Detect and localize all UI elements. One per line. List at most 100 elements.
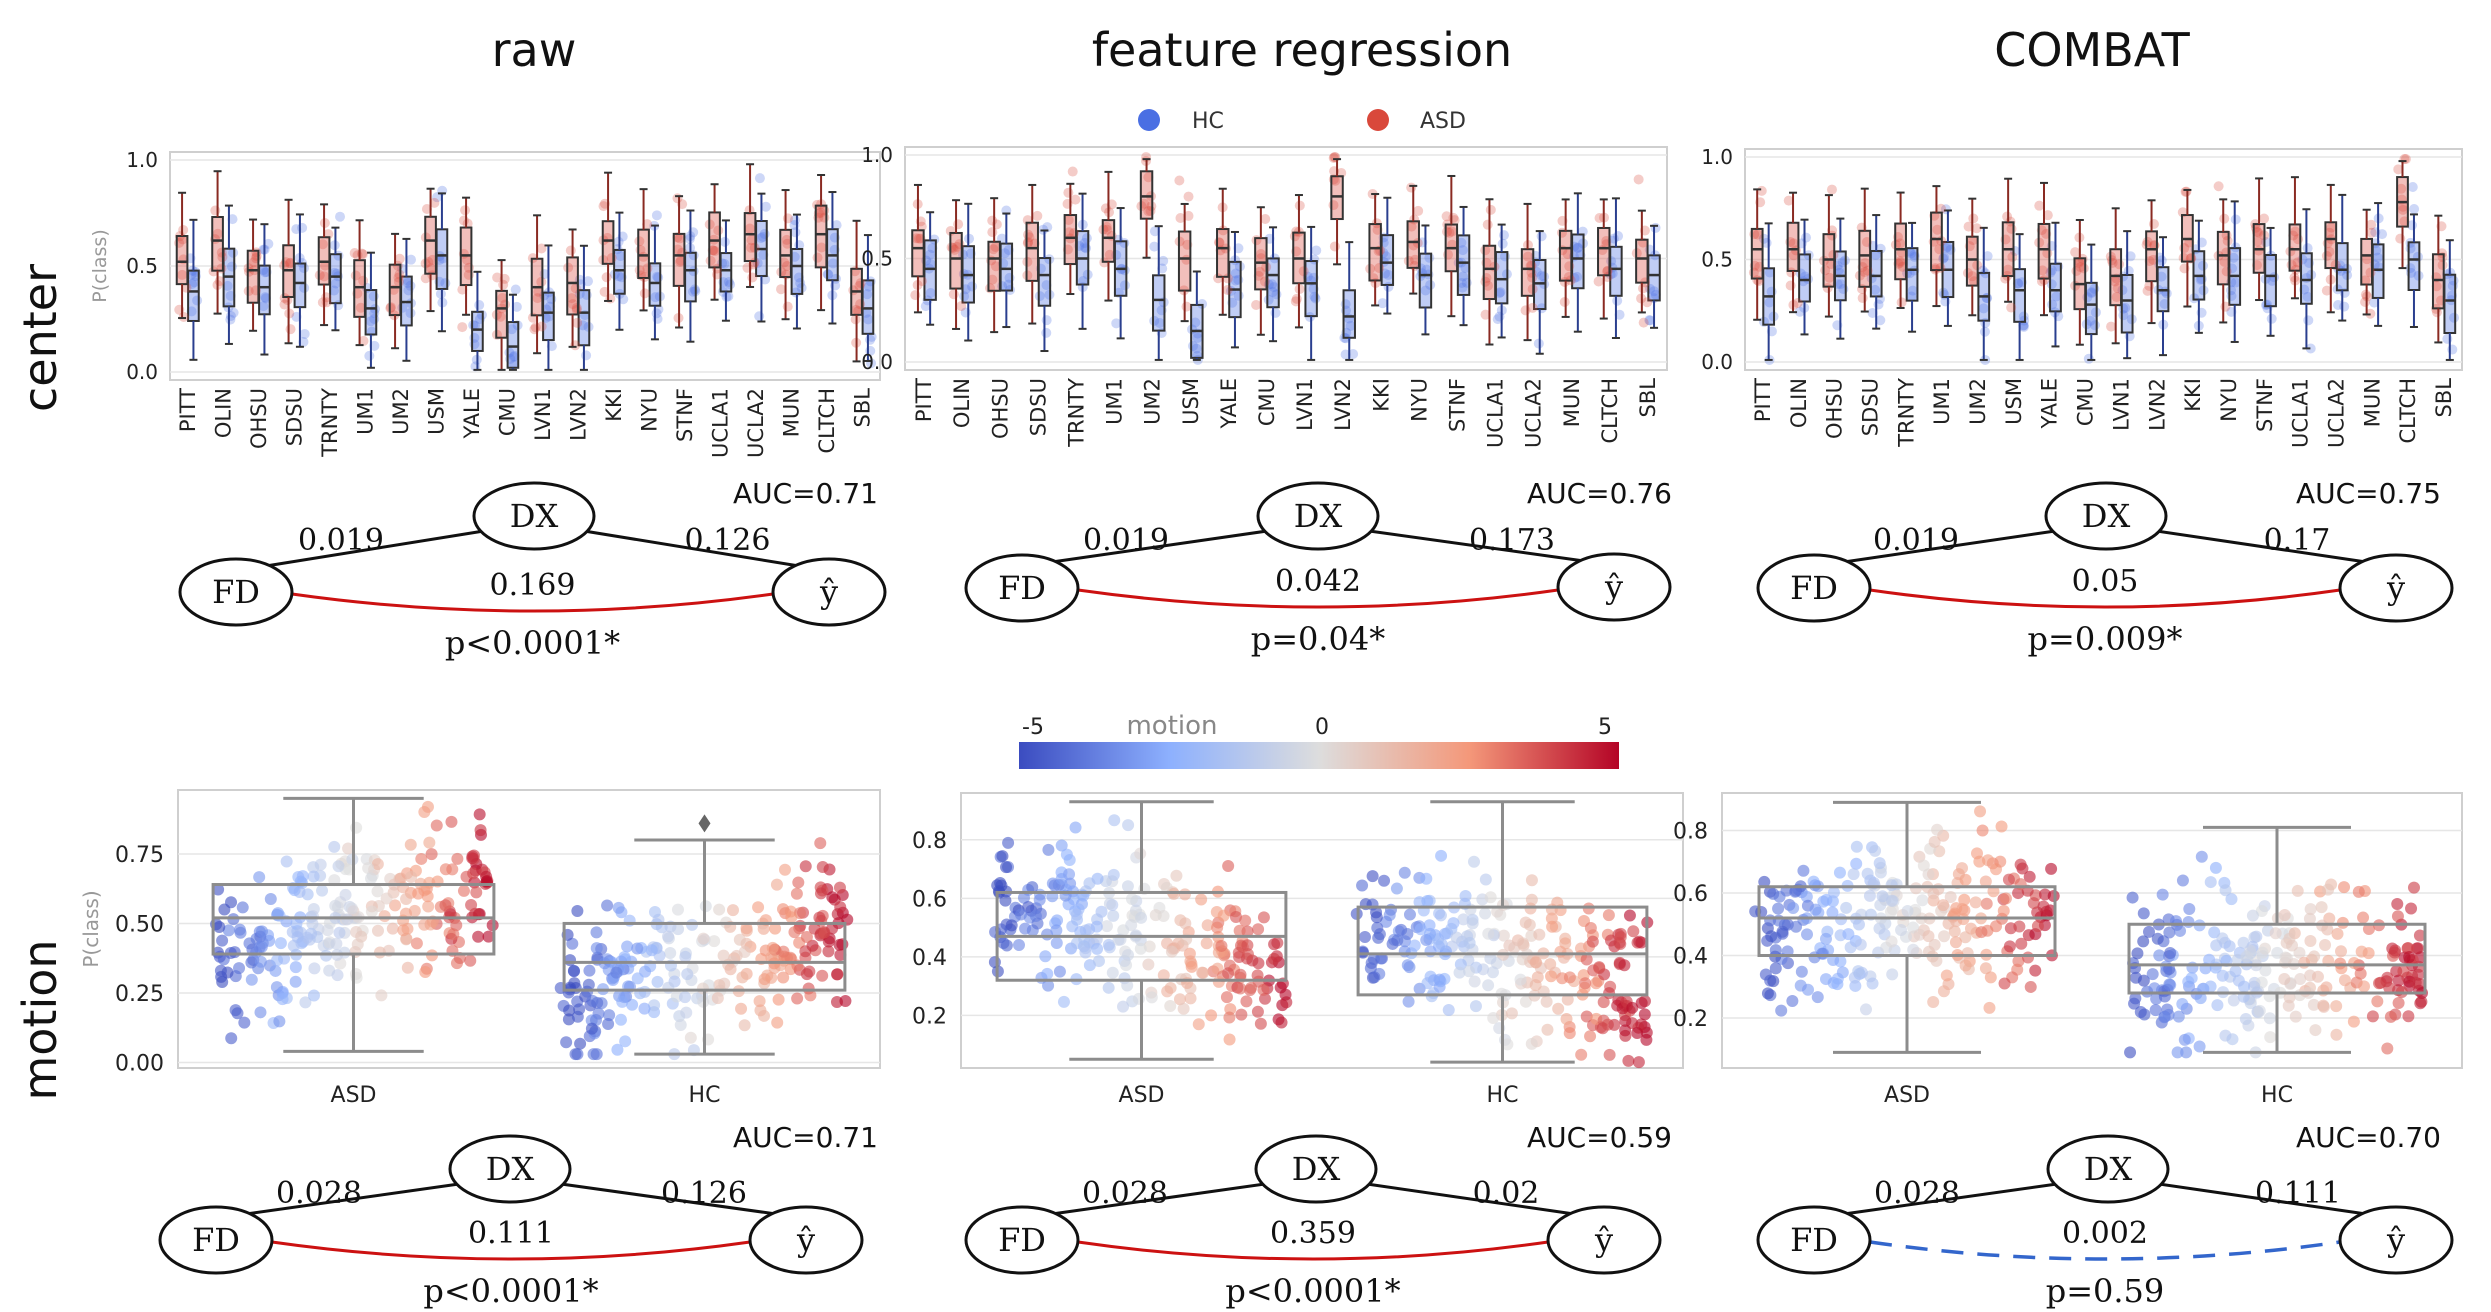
box [1750,227,1764,280]
data-point [410,937,423,950]
data-point [815,207,826,218]
data-point [1254,266,1265,277]
box [2300,252,2313,305]
data-point [861,307,872,318]
data-point [1060,848,1073,861]
data-point [2355,945,2368,958]
data-point [225,896,238,909]
data-point [2348,957,2361,970]
box [542,291,555,342]
data-point [638,1002,651,1015]
edge-fd-yhat [271,1240,751,1261]
node-label: FD [1790,1221,1838,1259]
box [435,228,449,290]
data-point [2014,858,2027,871]
data-point [2311,970,2324,983]
data-point [619,1035,632,1048]
data-point [2137,935,2150,948]
data-point [279,293,290,304]
data-point [1291,293,1302,304]
data-point [1235,1008,1248,1021]
box [1635,238,1649,284]
x-tick-label: MUN [779,388,803,437]
x-tick-label: UCLA1 [708,388,732,458]
data-point [2073,257,2084,268]
data-point [916,221,927,232]
edge-fd-dx [1051,528,1275,564]
data-point [2015,937,2028,950]
y-tick-label: 0.5 [126,254,158,278]
data-point [1239,914,1252,927]
data-point [269,964,282,977]
data-point [1420,872,1433,885]
data-point [2320,981,2333,994]
edge-weight-fd-dx: 0.028 [1082,1176,1168,1211]
data-point [1850,857,1863,870]
data-point [330,278,341,289]
data-point [1453,966,1466,979]
data-point [1256,253,1267,264]
data-point [1867,307,1878,318]
data-point [757,231,768,242]
data-point [457,322,468,333]
box [2407,241,2421,291]
data-point [1217,909,1230,922]
data-point [2384,1010,2397,1023]
data-point [650,292,661,303]
data-point [532,293,543,304]
edge-fd-yhat [291,592,774,613]
data-point [536,243,547,254]
data-point [586,994,599,1007]
data-point [1197,966,1210,979]
data-point [2209,861,2222,874]
box [2443,273,2457,335]
data-point [371,858,384,871]
data-point [1482,979,1495,992]
data-point [1788,250,1799,261]
data-point [583,964,596,977]
data-point [467,867,480,880]
data-point [299,996,312,1009]
x-tick-label: UCLA1 [2289,378,2313,448]
x-tick-label: LVN2 [1331,378,1355,431]
data-point [1102,981,1115,994]
data-point [560,1036,573,1049]
data-point [1795,965,1808,978]
x-tick-label: UCLA2 [744,388,768,458]
data-point [642,263,653,274]
data-point [1539,271,1550,282]
data-point [1033,893,1046,906]
box [1894,222,1907,281]
x-tick-label: OLIN [1787,378,1811,428]
data-point [321,924,334,937]
data-point [1640,1033,1653,1046]
data-point [1785,280,1796,291]
data-point [1220,991,1233,1004]
data-point [1408,939,1421,952]
box [506,321,520,369]
data-point [2371,995,2384,1008]
x-tick-label: UCLA2 [1522,378,1546,448]
data-point [833,881,846,894]
data-point [1190,317,1201,328]
y-tick-label: 0.0 [126,360,158,384]
data-point [2381,1042,2394,1055]
data-point [254,1006,267,1019]
data-point [2148,254,2159,265]
center-plot-panel: 0.0 0.5 1.0 PITT OLIN OHSU SDSU TRNTY UM1 UM2 USM Y… [861,143,1672,510]
data-point [1466,917,1479,930]
data-point [1916,894,1929,907]
data-point [1603,1048,1616,1061]
data-point [1594,212,1605,223]
data-point [1213,273,1224,284]
node-dx [448,1134,572,1204]
data-point [2407,881,2420,894]
data-point [1596,1022,1609,1035]
p-value-label: p=0.04* [1251,620,1386,658]
box [814,204,828,269]
motion-plot-panel: 0.2 0.4 0.6 0.8 ASD HC AUC=0.59 [912,792,1684,1154]
x-tick-label: USM [2002,378,2026,425]
data-point [1132,992,1145,1005]
data-point [770,878,783,891]
data-point [2322,883,2335,896]
